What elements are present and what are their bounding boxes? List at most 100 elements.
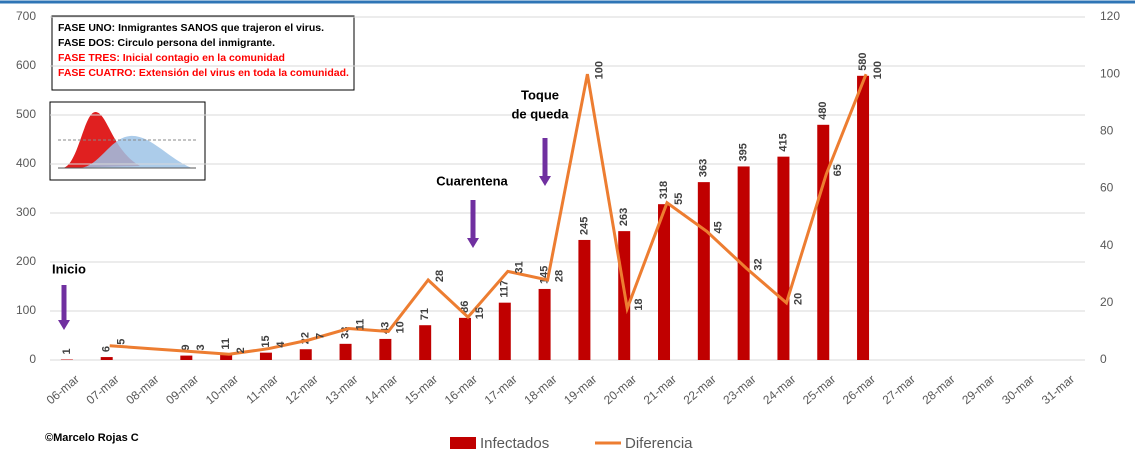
data-label: 28: [554, 270, 566, 282]
y-tick-label: 200: [16, 254, 36, 268]
info-line: FASE TRES: Inicial contagio en la comuni…: [58, 52, 285, 64]
x-tick-label: 09-mar: [163, 372, 201, 407]
credit: ©Marcelo Rojas C: [45, 432, 139, 444]
data-label: 1: [61, 348, 73, 354]
data-label: 11: [220, 338, 232, 350]
data-label: 20: [792, 293, 804, 305]
line: [110, 74, 866, 354]
y2-tick-label: 100: [1100, 66, 1120, 80]
data-label: 45: [713, 221, 725, 233]
y-tick-label: 300: [16, 205, 36, 219]
y-tick-label: 600: [16, 58, 36, 72]
x-tick-label: 12-mar: [283, 372, 321, 407]
bar: [379, 339, 391, 360]
arrow-head: [539, 176, 551, 186]
bar: [698, 182, 710, 360]
data-label: 100: [593, 61, 605, 79]
bar: [260, 353, 272, 360]
data-label: 580: [857, 52, 869, 70]
data-label: 11: [354, 319, 366, 331]
x-tick-label: 30-mar: [999, 372, 1037, 407]
info-line: FASE DOS: Circulo persona del inmigrante…: [58, 37, 275, 49]
inset-diagram: [50, 102, 205, 180]
y-tick-label: 500: [16, 107, 36, 121]
x-tick-label: 31-mar: [1039, 372, 1077, 407]
bar: [777, 157, 789, 360]
data-label: 55: [673, 193, 685, 205]
y2-tick-label: 120: [1100, 9, 1120, 23]
data-label: 5: [116, 339, 128, 345]
x-tick-label: 08-mar: [123, 372, 161, 407]
y2-tick-label: 80: [1100, 124, 1114, 138]
y2-tick-label: 20: [1100, 295, 1114, 309]
legend-label: Infectados: [480, 435, 549, 452]
y-tick-label: 400: [16, 156, 36, 170]
y2-tick-label: 60: [1100, 181, 1114, 195]
x-tick-label: 10-mar: [203, 372, 241, 407]
data-label: 3: [195, 344, 207, 350]
data-label: 263: [618, 208, 630, 226]
data-label: 7: [315, 333, 327, 339]
data-label: 363: [698, 159, 710, 177]
data-label: 31: [514, 261, 526, 273]
data-label: 15: [474, 307, 486, 319]
data-label: 4: [275, 341, 287, 348]
x-tick-label: 06-mar: [44, 372, 82, 407]
data-label: 318: [658, 181, 670, 199]
data-label: 15: [260, 335, 272, 347]
y-tick-label: 0: [29, 352, 36, 366]
y2-tick-label: 0: [1100, 352, 1107, 366]
x-tick-label: 25-mar: [800, 372, 838, 407]
bar: [419, 325, 431, 360]
bar: [180, 356, 192, 360]
legend-swatch: [450, 437, 476, 449]
info-line: FASE UNO: Inmigrantes SANOS que trajeron…: [58, 22, 324, 34]
x-tick-label: 24-mar: [760, 372, 798, 407]
data-label: 32: [753, 258, 765, 270]
x-tick-label: 07-mar: [84, 372, 122, 407]
data-label: 2: [235, 347, 247, 353]
info-line: FASE CUATRO: Extensión del virus en toda…: [58, 67, 349, 79]
data-label: 415: [777, 133, 789, 151]
data-label: 71: [419, 308, 431, 320]
bar: [539, 289, 551, 360]
annotation: de queda: [511, 106, 569, 121]
bar: [300, 349, 312, 360]
x-tick-label: 15-mar: [402, 372, 440, 407]
x-tick-label: 11-mar: [243, 372, 280, 407]
arrow-head: [58, 320, 70, 330]
x-tick-label: 18-mar: [521, 372, 559, 407]
data-label: 28: [434, 270, 446, 282]
x-tick-label: 21-mar: [641, 372, 679, 407]
bar: [658, 204, 670, 360]
data-label: 65: [832, 164, 844, 176]
bar: [459, 318, 471, 360]
data-label: 245: [578, 217, 590, 235]
data-label: 395: [738, 143, 750, 161]
annotation: Toque: [521, 87, 559, 102]
x-tick-label: 14-mar: [362, 372, 400, 407]
data-label: 117: [499, 280, 511, 298]
y2-tick-label: 40: [1100, 238, 1114, 252]
x-tick-label: 19-mar: [561, 372, 599, 407]
x-tick-label: 16-mar: [442, 372, 480, 407]
data-label: 480: [817, 101, 829, 119]
y-tick-label: 100: [16, 303, 36, 317]
data-label: 10: [394, 321, 406, 333]
arrow-head: [467, 238, 479, 248]
bar: [857, 76, 869, 360]
x-tick-label: 13-mar: [322, 372, 360, 407]
y-tick-label: 700: [16, 9, 36, 23]
legend-label: Diferencia: [625, 435, 693, 452]
data-label: 100: [872, 61, 884, 79]
x-tick-label: 20-mar: [601, 372, 639, 407]
x-tick-label: 26-mar: [840, 372, 878, 407]
bar: [340, 344, 352, 360]
bar: [499, 303, 511, 360]
annotation: Cuarentena: [436, 173, 508, 188]
x-tick-label: 29-mar: [959, 372, 997, 407]
data-label: 18: [633, 298, 645, 310]
annotation: Inicio: [52, 261, 86, 276]
